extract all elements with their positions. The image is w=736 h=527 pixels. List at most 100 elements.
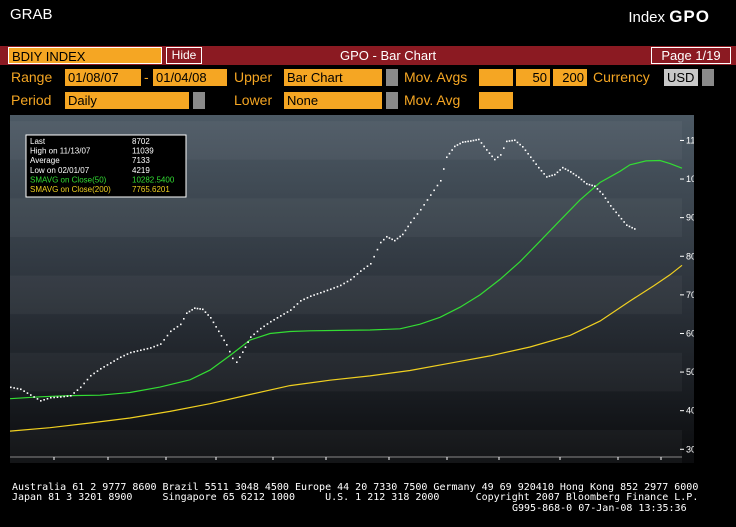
x-tick-label: May 31 [260, 462, 287, 463]
hide-button[interactable]: Hide [166, 47, 202, 64]
period-dropdown-button[interactable] [193, 92, 205, 109]
price-bar [540, 169, 543, 172]
price-bar [436, 184, 439, 187]
price-bar [56, 396, 59, 399]
price-bar [199, 308, 201, 310]
price-bar [430, 194, 432, 196]
price-bar [215, 326, 217, 328]
price-bar [586, 183, 588, 185]
movavg-lower-field[interactable] [479, 92, 513, 109]
x-tick-label: Nov 30 [605, 462, 631, 463]
price-bar [186, 312, 188, 314]
legend-value: 7133 [132, 156, 150, 165]
price-bar [202, 308, 204, 311]
price-bar [615, 211, 617, 214]
price-bar [326, 289, 329, 292]
price-bar [440, 179, 442, 182]
price-bar [486, 149, 488, 151]
price-bar [290, 309, 292, 311]
price-bar [478, 138, 480, 141]
x-tick-label: Jan 31 [42, 462, 67, 463]
movavg-1-field[interactable] [479, 69, 513, 86]
legend-label: Low on 02/01/07 [30, 166, 90, 175]
price-bar [207, 314, 209, 316]
currency-label: Currency [593, 69, 650, 85]
price-bar [236, 361, 238, 364]
price-bar [567, 169, 569, 172]
price-bar [454, 145, 456, 148]
price-bar [76, 389, 79, 391]
price-bar [388, 237, 391, 239]
price-bar [604, 197, 607, 199]
currency-field[interactable]: USD [664, 69, 698, 86]
price-bar [626, 224, 628, 226]
price-bar [594, 185, 596, 187]
price-bar [360, 270, 362, 272]
upper-chart-field[interactable]: Bar Chart [284, 69, 382, 86]
price-bar [180, 323, 182, 326]
price-bar [386, 235, 388, 238]
price-bar [96, 370, 99, 372]
price-bar [503, 147, 505, 149]
price-bar [170, 330, 172, 333]
price-bar [333, 287, 335, 289]
price-bar [60, 396, 62, 398]
lower-dropdown-button[interactable] [386, 92, 398, 109]
price-bar [472, 139, 475, 142]
ticker-field[interactable]: BDIY INDEX [8, 47, 162, 64]
price-bar [564, 168, 567, 170]
price-bar [23, 390, 25, 392]
price-bar [399, 235, 401, 238]
price-bar [580, 178, 583, 181]
price-bar [320, 291, 322, 294]
price-bar [483, 145, 485, 148]
price-bar [13, 387, 15, 389]
range-end-field[interactable]: 01/04/08 [153, 69, 227, 86]
range-start-field[interactable]: 01/08/07 [65, 69, 141, 86]
price-bar [599, 190, 601, 193]
lower-chart-field[interactable]: None [284, 92, 382, 109]
legend-label: SMAVG on Close(50) [30, 175, 107, 184]
currency-dropdown-button[interactable] [702, 69, 714, 86]
price-bar [551, 174, 553, 177]
price-bar [263, 325, 265, 328]
page-indicator[interactable]: Page 1/19 [651, 47, 731, 64]
price-bar [173, 328, 175, 330]
legend-label: High on 11/13/07 [30, 147, 91, 156]
price-series [10, 138, 636, 402]
price-bar [383, 238, 385, 241]
price-bar [380, 241, 382, 244]
price-bar [527, 152, 529, 155]
movavg-3-field[interactable]: 200 [553, 69, 587, 86]
price-bar [250, 336, 252, 338]
upper-label: Upper [234, 69, 273, 85]
upper-dropdown-button[interactable] [386, 69, 398, 86]
price-bar [607, 201, 609, 203]
y-tick-label: 11000 [686, 135, 694, 145]
price-bar [220, 335, 223, 337]
movavg-2-field[interactable]: 50 [516, 69, 550, 86]
price-bar [313, 294, 315, 296]
grid-band [10, 275, 682, 315]
price-bar [300, 300, 302, 302]
legend-value: 7765.6201 [132, 185, 170, 194]
price-bar [43, 398, 45, 401]
period-field[interactable]: Daily [65, 92, 189, 109]
price-bar [306, 296, 309, 299]
price-bar [20, 388, 22, 391]
price-bar [470, 140, 472, 142]
price-bar [80, 386, 82, 389]
legend-box [25, 134, 187, 198]
price-bar [46, 397, 49, 400]
price-bar [270, 320, 272, 323]
x-tick-label: Sep 28 [486, 462, 512, 463]
footer-line-3: G995-868-0 07-Jan-08 13:35:36 [512, 503, 687, 514]
legend-value: 4219 [132, 166, 150, 175]
price-bar [631, 226, 633, 229]
price-bar [410, 221, 412, 224]
x-tick-label: Jul 31 [378, 462, 400, 463]
price-bar [26, 392, 29, 394]
price-bar [596, 188, 599, 190]
price-bar [462, 141, 464, 143]
price-bar [150, 347, 152, 349]
